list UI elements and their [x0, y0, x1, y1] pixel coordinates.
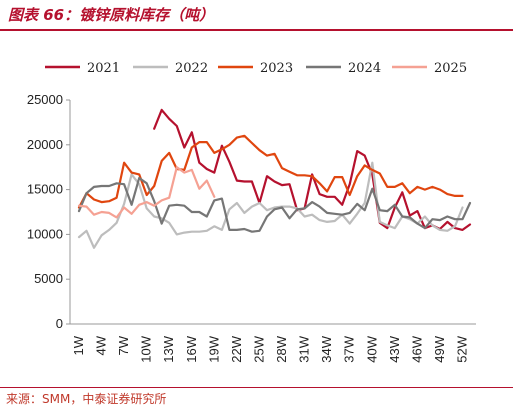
x-tick-label: 28W — [274, 335, 289, 362]
x-tick-label: 19W — [206, 335, 221, 362]
x-tick-label: 34W — [319, 335, 334, 362]
chart-title: 图表 66：镀锌原料库存（吨） — [8, 6, 215, 24]
x-tick-label: 49W — [432, 335, 447, 362]
series-lines — [77, 108, 472, 249]
x-tick-label: 4W — [94, 335, 109, 355]
footer-rule — [0, 387, 513, 388]
series-line-2023 — [77, 134, 464, 209]
y-tick-label: 25000 — [27, 92, 63, 107]
x-tick-label: 22W — [229, 335, 244, 362]
legend-label-2023: 2023 — [260, 61, 293, 76]
x-tick-label: 52W — [454, 335, 469, 362]
y-tick-label: 10000 — [27, 226, 63, 241]
axes: 0 5000 10000 15000 20000 25000 1W 4W 7W 10W 13W 16W… — [27, 92, 476, 363]
line-chart: 2021 2022 2023 2024 2025 0 5000 10000 15000 2000… — [27, 61, 476, 363]
series-line-2025 — [77, 166, 216, 219]
series-line-2024 — [77, 176, 472, 233]
x-tick-label: 25W — [251, 335, 266, 362]
legend-label-2024: 2024 — [348, 61, 381, 76]
series-line-2021 — [153, 108, 472, 231]
x-tick-label: 10W — [139, 335, 154, 362]
x-tick-label: 37W — [342, 335, 357, 362]
series-line-2022 — [77, 161, 464, 249]
legend-label-2022: 2022 — [175, 61, 208, 76]
x-tick-label: 7W — [116, 335, 131, 355]
x-tick-label: 13W — [161, 335, 176, 362]
y-tick-label: 20000 — [27, 137, 63, 152]
y-tick-label: 15000 — [27, 182, 63, 197]
title-rule — [0, 29, 513, 31]
x-tick-label: 16W — [184, 335, 199, 362]
x-tick-label: 46W — [409, 335, 424, 362]
x-tick-label: 31W — [297, 335, 312, 362]
legend-label-2025: 2025 — [434, 61, 467, 76]
y-tick-label: 5000 — [34, 271, 63, 286]
x-tick-label: 40W — [364, 335, 379, 362]
x-tick-label: 1W — [71, 335, 86, 355]
x-tick-label: 43W — [387, 335, 402, 362]
source-note: 来源：SMM，中泰证券研究所 — [6, 392, 167, 406]
y-tick-label: 0 — [56, 316, 63, 331]
legend: 2021 2022 2023 2024 2025 — [45, 61, 467, 76]
legend-label-2021: 2021 — [87, 61, 120, 76]
